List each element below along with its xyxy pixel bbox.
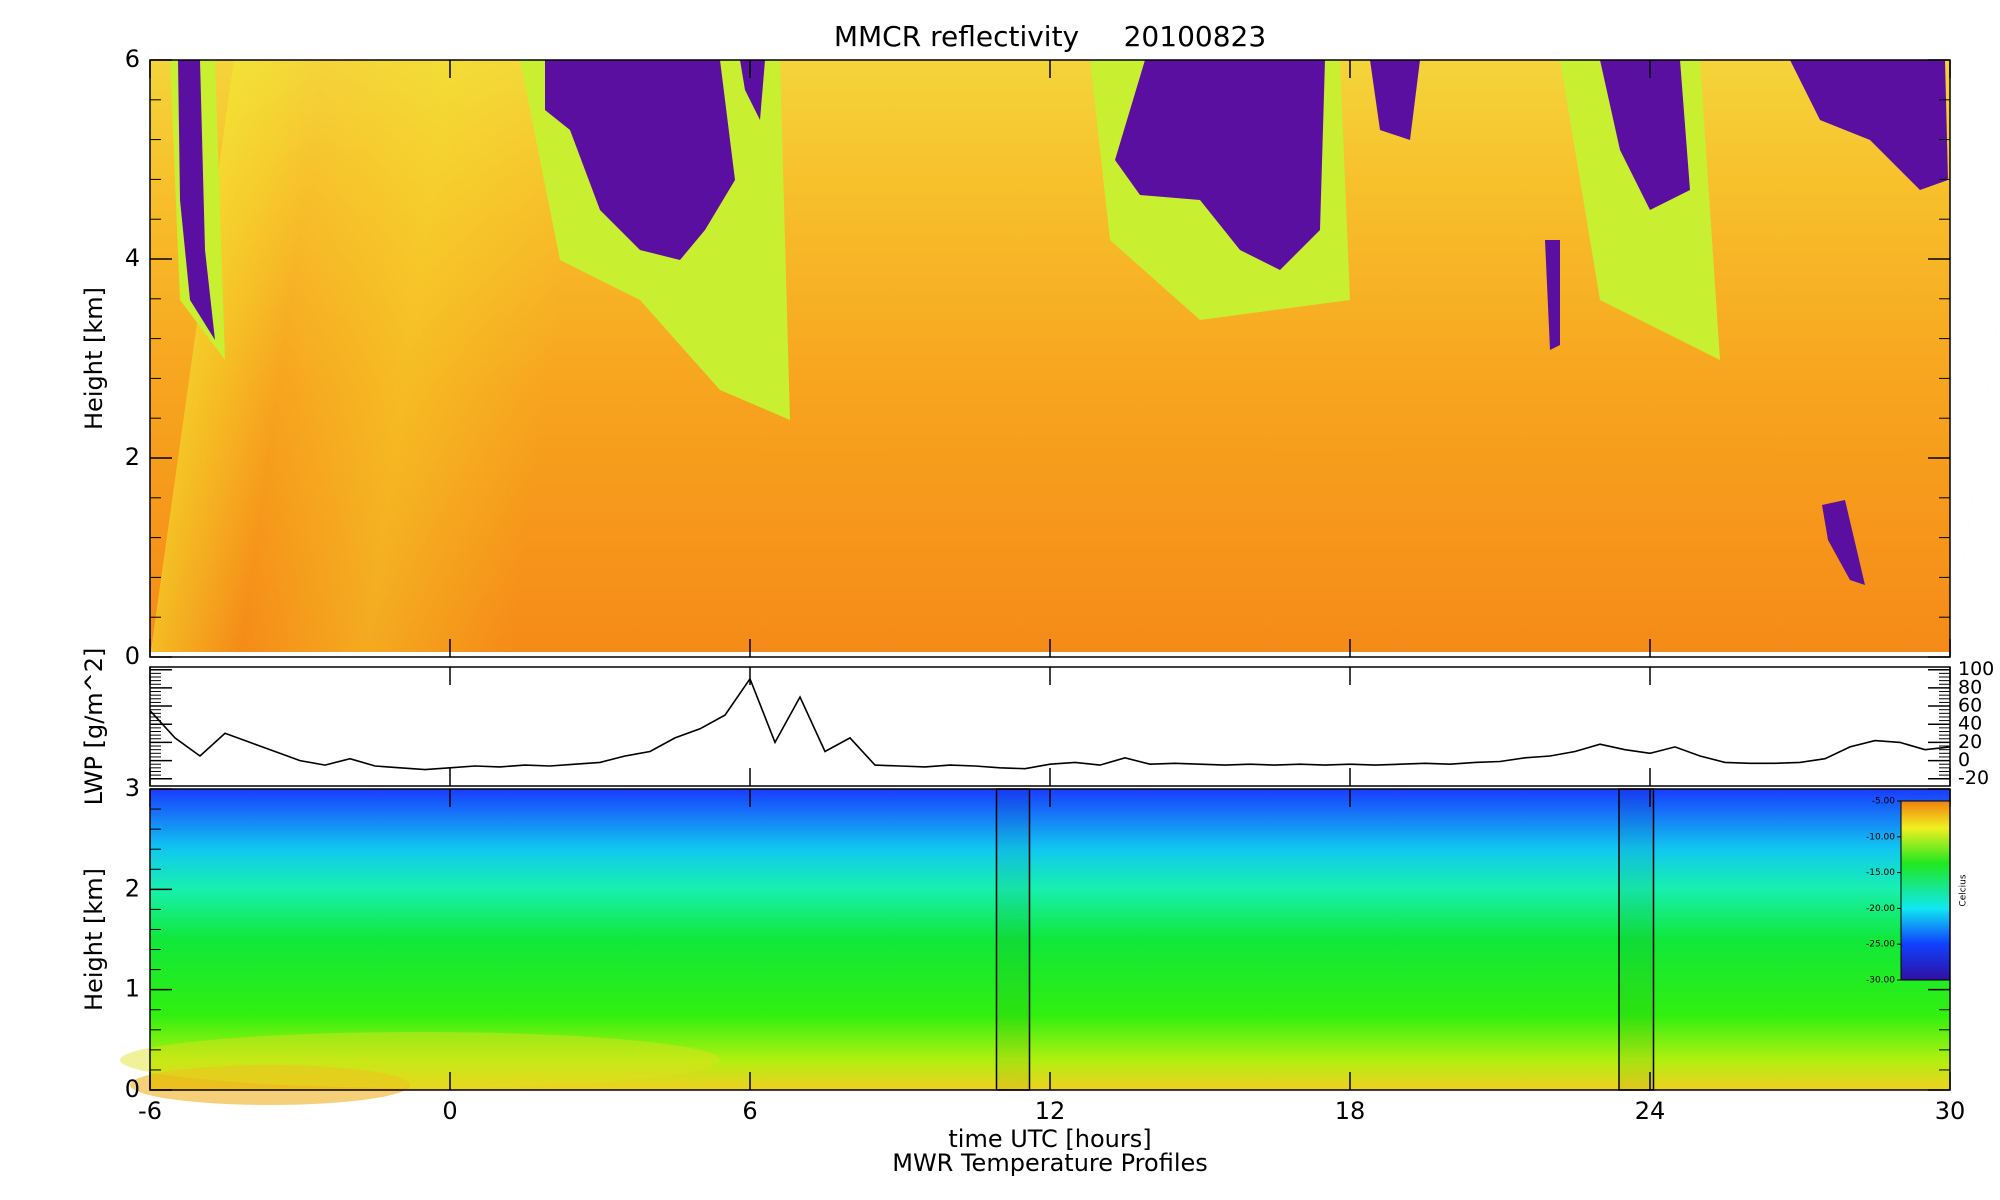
temperature-image (120, 789, 1950, 1105)
x-tick-label: 24 (1635, 1097, 1666, 1125)
x-tick-label: -6 (138, 1097, 162, 1125)
colorbar-label: Celcius (1959, 874, 1969, 906)
colorbar-tick-label: -15.00 (1866, 868, 1895, 878)
y-tick-label: 0 (125, 1075, 140, 1103)
x-tick-label: 18 (1335, 1097, 1366, 1125)
y-tick-label: 100 (1958, 658, 1994, 680)
missing-interval (995, 788, 1031, 1091)
colorbar-tick-label: -10.00 (1866, 832, 1895, 842)
lwp-line (149, 677, 1951, 771)
y-tick-label: 40 (1958, 713, 1982, 735)
x-tick-label: 30 (1935, 1097, 1966, 1125)
reflectivity-image (150, 60, 2000, 657)
plot-frame (149, 666, 1951, 787)
missing-interval (1618, 788, 1655, 1091)
plot-frame (149, 788, 1951, 1091)
chart-title: MMCR reflectivity 20100823 (834, 20, 1266, 53)
y-axis-label: Height [km] (80, 868, 108, 1011)
colorbar-tick-label: -20.00 (1866, 904, 1895, 914)
x-tick-label: 6 (742, 1097, 757, 1125)
colorbar (1900, 800, 1951, 981)
y-tick-label: 1 (125, 975, 140, 1003)
y-tick-label: 4 (125, 244, 140, 272)
y-tick-label: 0 (1958, 749, 1970, 771)
y-axis-label: LWP [g/m^2] (80, 648, 108, 806)
x-tick-label: 0 (442, 1097, 457, 1125)
colorbar-tick-label: -25.00 (1866, 940, 1895, 950)
y-tick-label: 2 (125, 443, 140, 471)
y-tick-label: 60 (1958, 695, 1982, 717)
y-tick-label: 20 (1958, 731, 1982, 753)
x-axis-label: time UTC [hours] (948, 1125, 1151, 1153)
caption: MWR Temperature Profiles (892, 1149, 1208, 1177)
y-tick-label: 80 (1958, 676, 1982, 698)
y-tick-label: 6 (125, 45, 140, 73)
y-tick-label: 0 (125, 642, 140, 670)
y-axis-label: Height [km] (80, 287, 108, 430)
y-tick-label: 2 (125, 874, 140, 902)
x-tick-label: 12 (1035, 1097, 1066, 1125)
colorbar-tick-label: -30.00 (1866, 976, 1895, 986)
y-tick-label: 3 (125, 774, 140, 802)
y-tick-label: -20 (1958, 767, 1989, 789)
colorbar-tick-label: -5.00 (1872, 797, 1896, 807)
plot-frame (149, 59, 1951, 658)
